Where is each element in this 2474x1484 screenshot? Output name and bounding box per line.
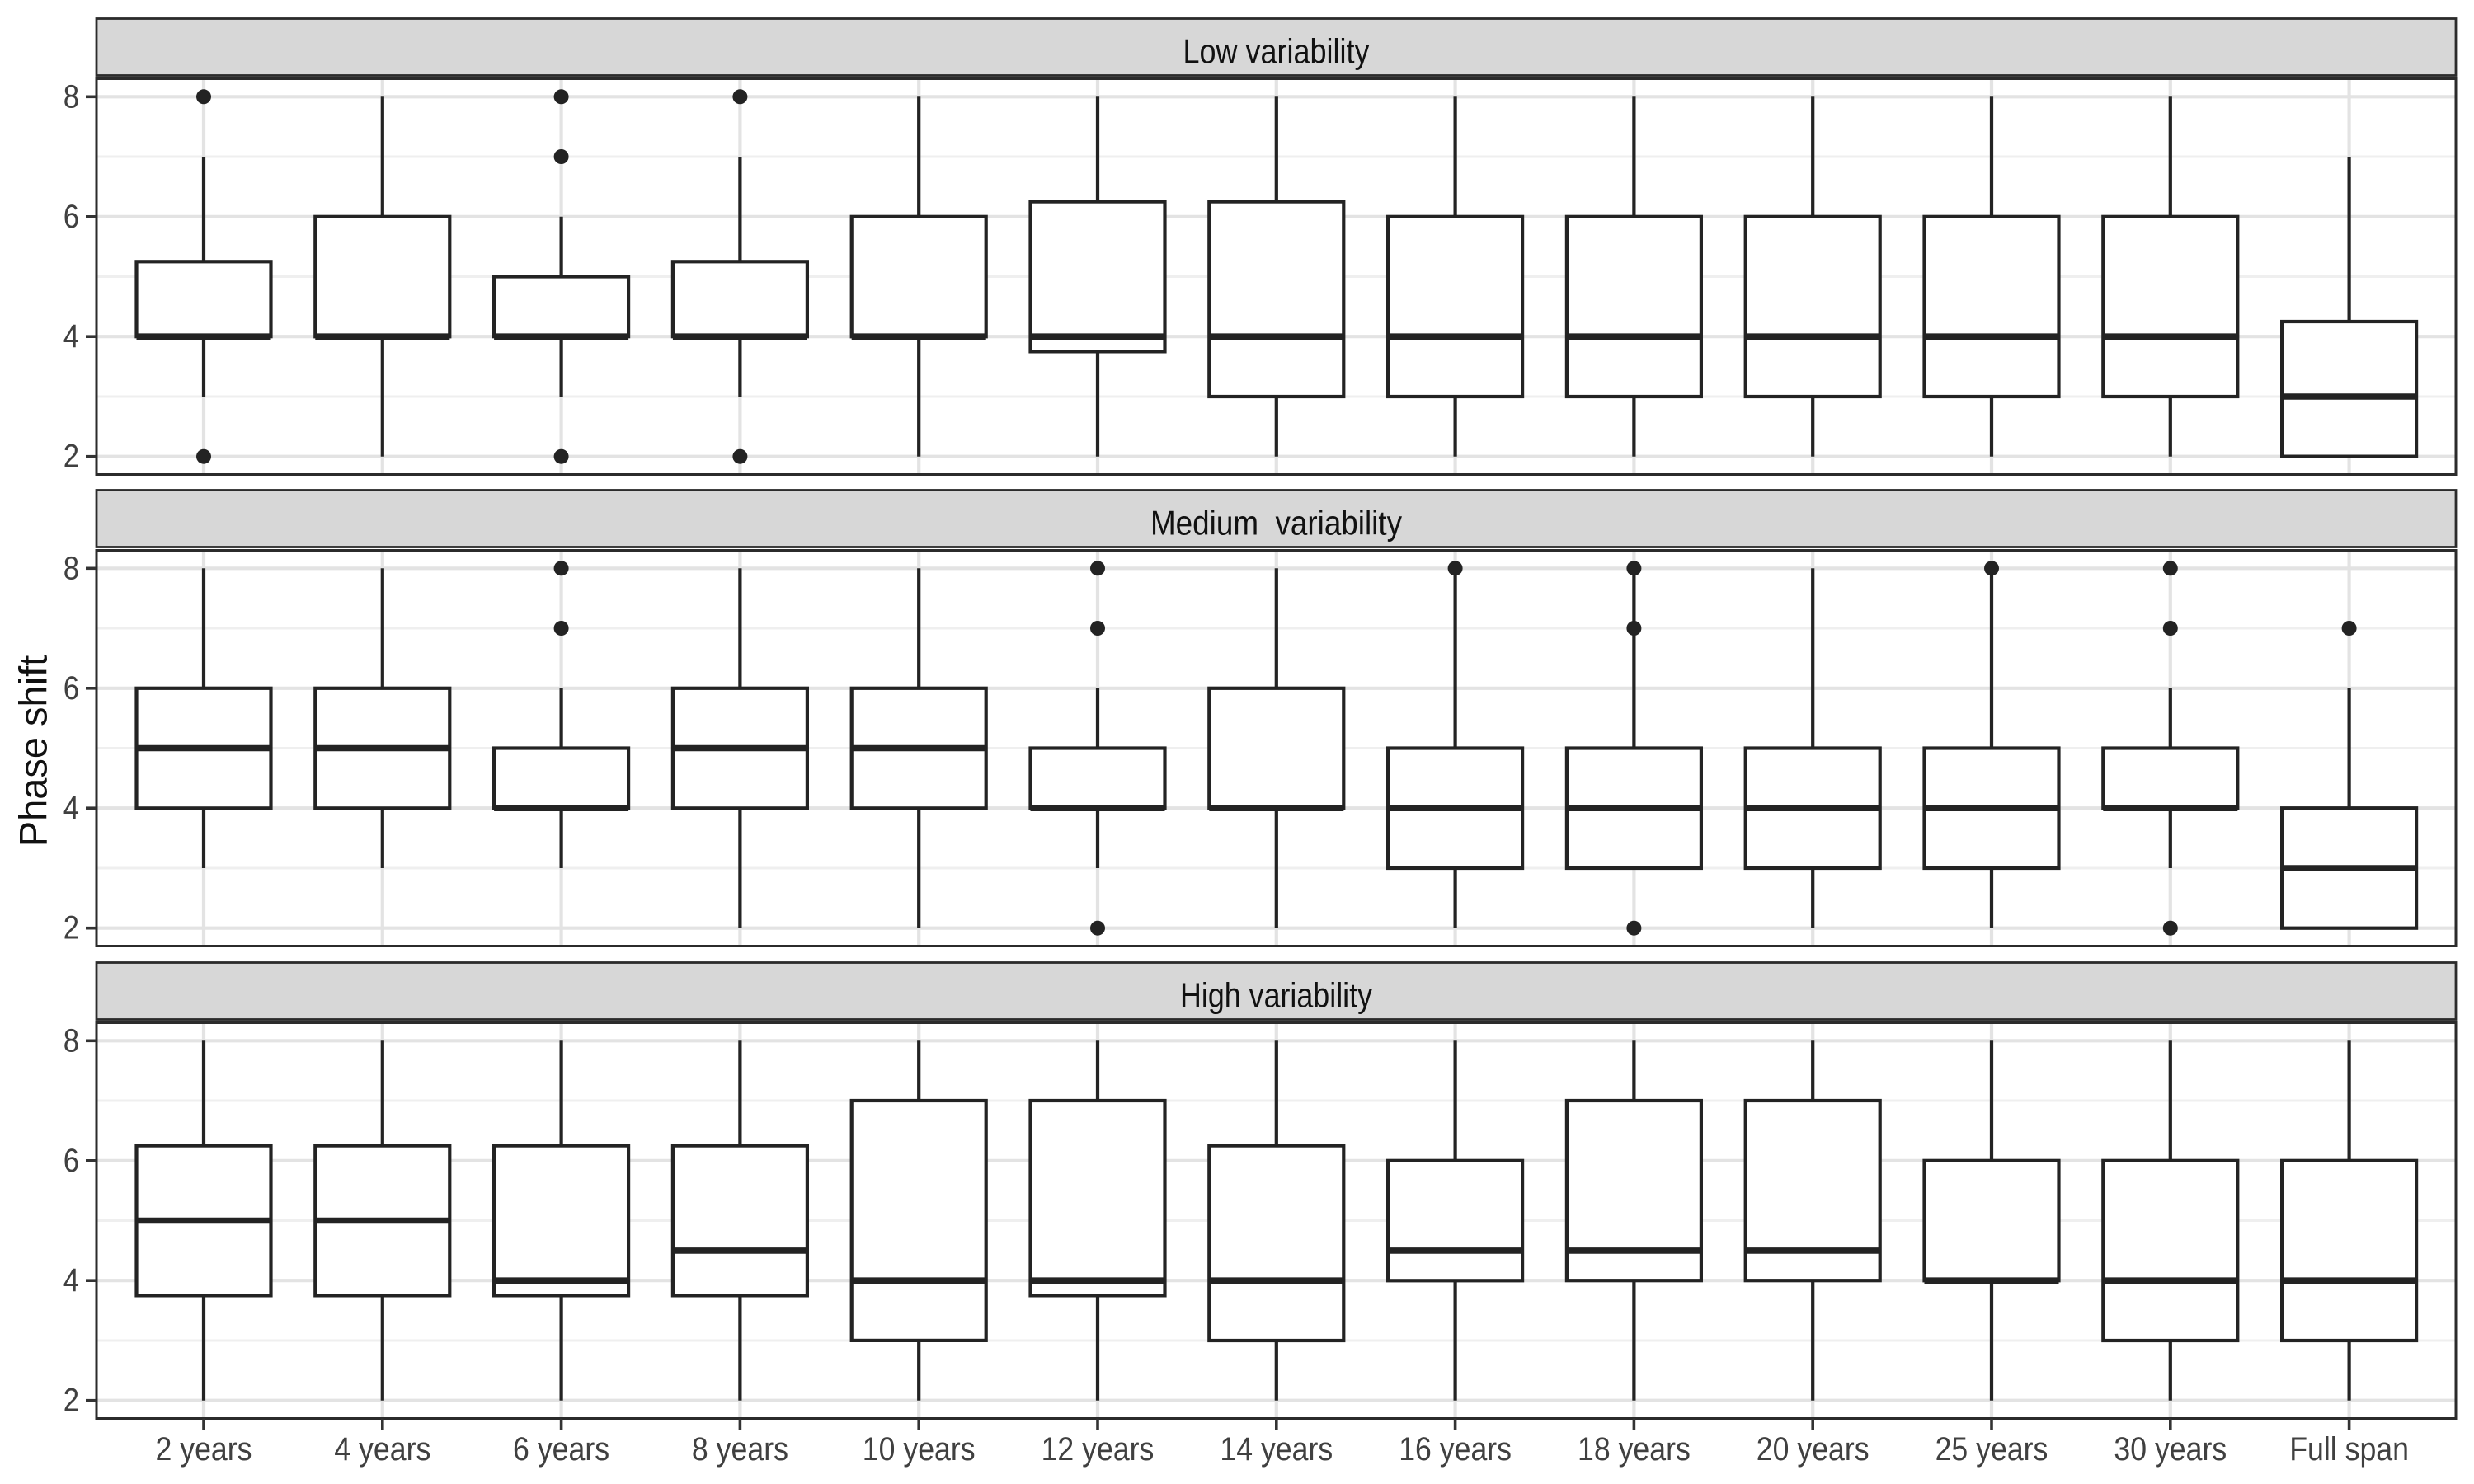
svg-text:Full span: Full span bbox=[2289, 1431, 2409, 1468]
svg-text:8: 8 bbox=[63, 78, 79, 115]
svg-text:25 years: 25 years bbox=[1935, 1431, 2048, 1468]
svg-text:6: 6 bbox=[63, 670, 79, 707]
svg-text:8: 8 bbox=[63, 550, 79, 586]
svg-text:4: 4 bbox=[63, 790, 79, 826]
svg-text:8: 8 bbox=[63, 1022, 79, 1059]
svg-text:2 years: 2 years bbox=[155, 1431, 252, 1468]
svg-text:6: 6 bbox=[63, 199, 79, 235]
svg-text:4: 4 bbox=[63, 318, 79, 355]
svg-text:8 years: 8 years bbox=[692, 1431, 788, 1468]
svg-text:10 years: 10 years bbox=[863, 1431, 976, 1468]
svg-text:16 years: 16 years bbox=[1399, 1431, 1512, 1468]
svg-text:Phase shift: Phase shift bbox=[12, 655, 55, 848]
svg-text:20 years: 20 years bbox=[1757, 1431, 1870, 1468]
svg-text:6: 6 bbox=[63, 1143, 79, 1179]
svg-text:Low variability: Low variability bbox=[1183, 32, 1370, 71]
svg-text:18 years: 18 years bbox=[1578, 1431, 1691, 1468]
svg-text:2: 2 bbox=[63, 439, 79, 475]
svg-text:4 years: 4 years bbox=[334, 1431, 430, 1468]
svg-text:Medium variability: Medium variability bbox=[1150, 504, 1402, 542]
svg-text:4: 4 bbox=[63, 1262, 79, 1298]
svg-text:High variability: High variability bbox=[1180, 976, 1372, 1015]
svg-text:2: 2 bbox=[63, 910, 79, 946]
svg-text:2: 2 bbox=[63, 1383, 79, 1419]
svg-text:14 years: 14 years bbox=[1220, 1431, 1333, 1468]
svg-text:12 years: 12 years bbox=[1042, 1431, 1155, 1468]
svg-text:6 years: 6 years bbox=[513, 1431, 609, 1468]
svg-text:30 years: 30 years bbox=[2114, 1431, 2227, 1468]
